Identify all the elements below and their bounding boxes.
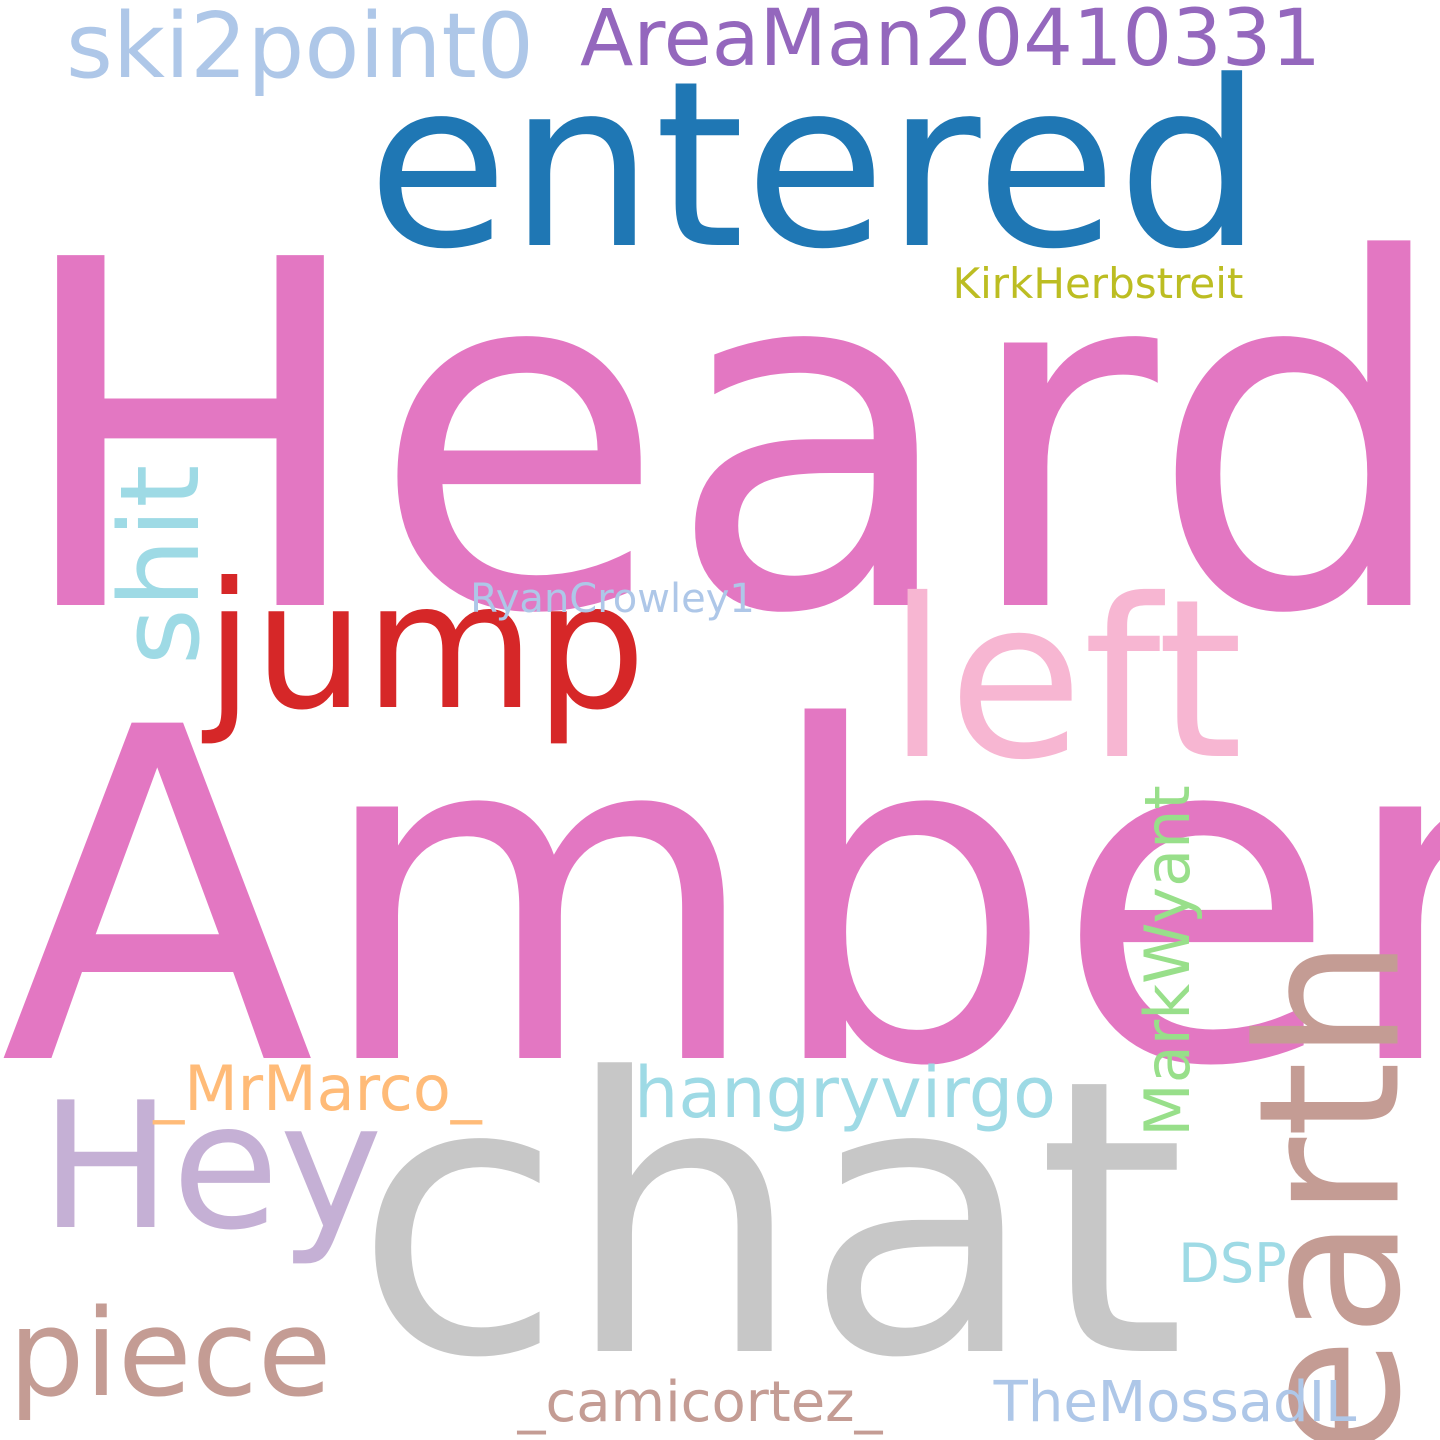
word-amber: Amber	[0, 632, 1440, 1167]
word-hangryvirgo: hangryvirgo	[634, 1052, 1056, 1134]
word-areaman20410331: AreaMan20410331	[580, 0, 1322, 84]
word-mrmarco: _MrMarco_	[153, 1052, 482, 1125]
word-camicortez: _camicortez_	[517, 1370, 883, 1435]
word-markwyant: MarkWyant	[1131, 785, 1204, 1137]
word-heard: Heard	[10, 160, 1440, 719]
word-ryancrowley1: RyanCrowley1	[470, 576, 755, 622]
word-piece: piece	[8, 1285, 332, 1424]
word-chat: chat	[354, 998, 1186, 1440]
word-shit: shit	[96, 464, 224, 666]
word-jump: jump	[205, 546, 647, 749]
word-kirkherbstreit: KirkHerbstreit	[952, 259, 1244, 308]
word-entered: entered	[367, 33, 1263, 300]
word-earth: earth	[1216, 937, 1440, 1440]
word-themossadil: TheMossadIL	[993, 1370, 1357, 1435]
word-dsp: DSP	[1178, 1232, 1287, 1295]
word-hey: Hey	[40, 1066, 383, 1269]
word-ski2point0: ski2point0	[65, 0, 535, 99]
word-left: left	[886, 552, 1244, 808]
